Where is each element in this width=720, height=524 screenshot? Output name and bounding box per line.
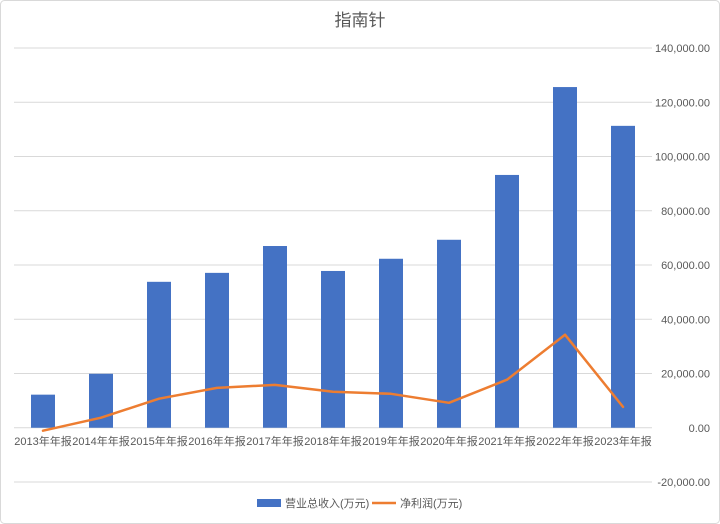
- bar-revenue-0: [31, 394, 55, 428]
- chart-title: 指南针: [335, 11, 386, 31]
- legend-label-net-profit: 净利润(万元): [400, 496, 462, 510]
- x-category-label: 2018年年报: [304, 434, 361, 448]
- legend-swatch-revenue: [257, 499, 281, 507]
- bar-revenue-2: [147, 281, 171, 428]
- revenue-bars: [31, 87, 635, 428]
- x-axis-category-labels: 2013年年报 2014年年报 2015年年报 2016年年报 2017年年报 2018年…: [14, 434, 651, 448]
- x-category-label: 2020年年报: [420, 434, 477, 448]
- y-tick-label: 120,000.00: [655, 97, 710, 109]
- y-tick-label: -20,000.00: [657, 477, 710, 489]
- x-category-label: 2015年年报: [130, 434, 187, 448]
- bar-revenue-8: [495, 174, 519, 428]
- y-axis-tick-labels: -20,000.00 0.00 20,000.00 40,000.00 60,000.0…: [655, 43, 710, 489]
- bar-revenue-10: [611, 125, 635, 428]
- bar-revenue-3: [205, 272, 229, 428]
- x-category-label: 2016年年报: [188, 434, 245, 448]
- x-category-label: 2017年年报: [246, 434, 303, 448]
- bar-revenue-9: [553, 87, 577, 428]
- y-tick-label: 100,000.00: [655, 152, 710, 164]
- legend: 营业总收入(万元) 净利润(万元): [257, 496, 462, 510]
- y-tick-label: 40,000.00: [661, 314, 710, 326]
- x-category-label: 2014年年报: [72, 434, 129, 448]
- y-tick-label: 60,000.00: [661, 260, 710, 272]
- x-category-label: 2023年年报: [594, 434, 651, 448]
- net-profit-line: [41, 333, 625, 432]
- x-category-label: 2022年年报: [536, 434, 593, 448]
- y-tick-label: 0.00: [689, 423, 710, 435]
- bar-revenue-6: [379, 258, 403, 428]
- bar-revenue-7: [437, 239, 461, 428]
- y-tick-label: 80,000.00: [661, 206, 710, 218]
- x-category-label: 2013年年报: [14, 434, 71, 448]
- bar-revenue-4: [263, 246, 287, 428]
- bar-revenue-5: [321, 270, 345, 428]
- y-tick-label: 20,000.00: [661, 369, 710, 381]
- y-tick-label: 140,000.00: [655, 43, 710, 55]
- x-category-label: 2019年年报: [362, 434, 419, 448]
- legend-label-revenue: 营业总收入(万元): [285, 496, 369, 510]
- net-profit-series: [41, 333, 625, 432]
- x-category-label: 2021年年报: [478, 434, 535, 448]
